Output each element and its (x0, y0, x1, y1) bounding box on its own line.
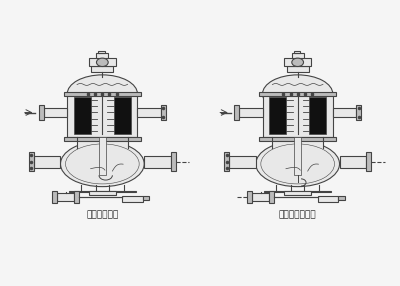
Bar (161, 105, 166, 120)
Bar (264, 191, 331, 192)
Bar (138, 108, 161, 117)
Bar (294, 137, 301, 175)
Text: 正常过滤状态: 正常过滤状态 (86, 210, 118, 219)
Bar (272, 137, 323, 148)
Bar (34, 156, 60, 168)
Bar (29, 152, 34, 171)
Bar (366, 152, 371, 171)
Text: 滤芯反冲洗状态: 滤芯反冲洗状态 (279, 210, 316, 219)
Bar (74, 191, 79, 203)
Bar (92, 67, 113, 72)
Bar (259, 137, 336, 141)
Bar (57, 192, 74, 201)
Bar (89, 58, 116, 67)
Bar (309, 97, 326, 134)
Bar (96, 53, 108, 58)
Bar (77, 137, 128, 148)
Circle shape (96, 58, 108, 67)
Bar (284, 58, 311, 67)
Bar (66, 93, 139, 96)
Ellipse shape (262, 75, 333, 113)
Bar (67, 94, 138, 137)
Bar (259, 92, 336, 96)
Bar (89, 191, 116, 195)
Bar (171, 152, 176, 171)
Bar (229, 156, 256, 168)
Bar (142, 196, 149, 200)
Bar (44, 108, 67, 117)
Bar (98, 51, 105, 53)
Bar (294, 51, 300, 53)
Bar (269, 97, 286, 134)
Bar (333, 108, 356, 117)
Bar (284, 191, 311, 195)
Bar (338, 196, 344, 200)
Bar (318, 196, 338, 202)
Bar (114, 97, 131, 134)
Bar (64, 137, 141, 141)
Bar (122, 196, 142, 202)
Bar (287, 67, 308, 72)
Ellipse shape (256, 141, 340, 187)
Bar (269, 191, 274, 203)
Bar (239, 108, 262, 117)
Circle shape (292, 58, 304, 67)
Bar (356, 105, 361, 120)
Bar (99, 137, 106, 175)
Ellipse shape (60, 141, 144, 187)
Bar (64, 92, 141, 96)
Bar (74, 97, 91, 134)
Bar (248, 191, 252, 203)
Bar (340, 156, 366, 168)
Ellipse shape (67, 75, 138, 113)
Bar (262, 94, 333, 137)
Bar (144, 156, 171, 168)
Bar (252, 192, 269, 201)
Bar (292, 53, 304, 58)
Bar (234, 105, 239, 120)
Bar (224, 152, 229, 171)
Bar (39, 105, 44, 120)
Bar (52, 191, 57, 203)
Bar (261, 93, 334, 96)
Bar (69, 191, 136, 192)
